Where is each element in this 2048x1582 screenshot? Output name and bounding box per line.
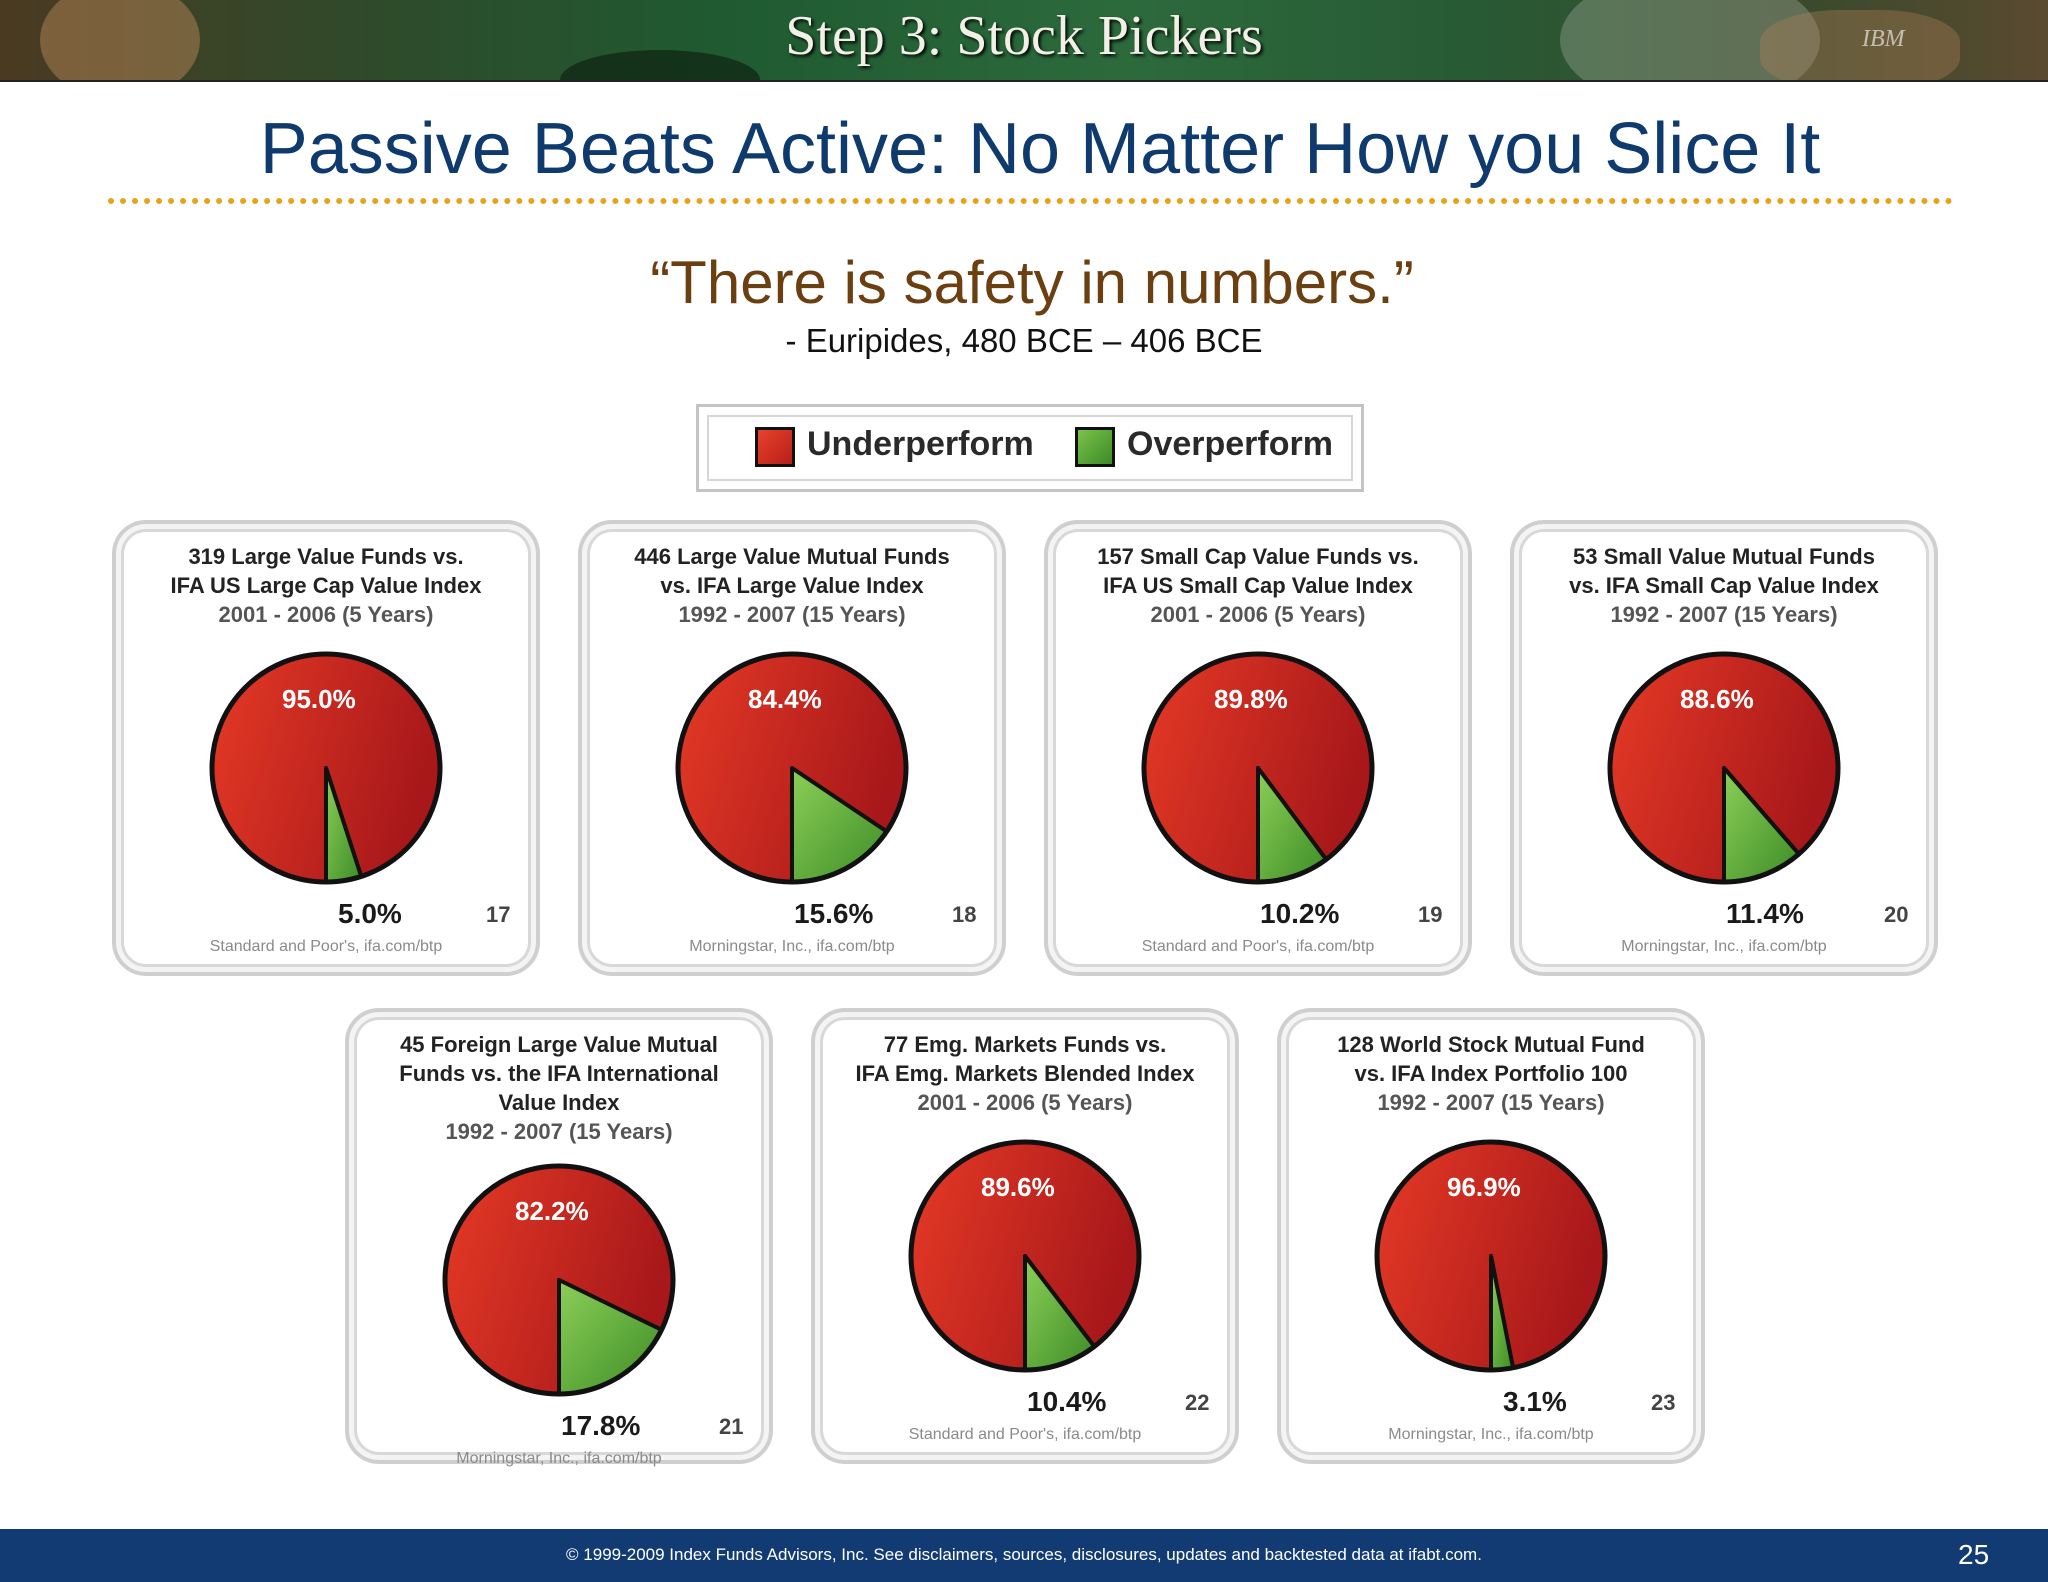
pie-chart-card: 446 Large Value Mutual Funds vs. IFA Larg… — [578, 520, 1006, 976]
pie-chart-card: 128 World Stock Mutual Fund vs. IFA Index… — [1277, 1008, 1705, 1464]
legend-swatch-underperform — [755, 427, 795, 467]
pie-label-overperform: 11.4% — [1726, 898, 1804, 929]
chart-title-line: IFA Emg. Markets Blended Index — [855, 1061, 1195, 1086]
chart-source: Morningstar, Inc., ifa.com/btp — [456, 1450, 662, 1467]
chart-title-line: IFA US Large Cap Value Index — [170, 573, 482, 598]
quote: “There is safety in numbers.” — [650, 249, 1414, 316]
footer-bar: © 1999-2009 Index Funds Advisors, Inc. S… — [0, 1529, 2048, 1582]
pie-label-underperform: 96.9% — [1447, 1172, 1521, 1202]
pie-chart — [908, 1139, 1142, 1373]
pie-chart — [1141, 651, 1375, 885]
pie-outline — [442, 1163, 676, 1397]
chart-title-line: 77 Emg. Markets Funds vs. — [883, 1032, 1167, 1057]
footer-copyright: © 1999-2009 Index Funds Advisors, Inc. S… — [566, 1545, 1482, 1564]
pie-chart-card: 45 Foreign Large Value Mutual Funds vs. t… — [345, 1008, 773, 1467]
pie-chart — [442, 1163, 676, 1397]
chart-number: 17 — [486, 902, 511, 927]
pie-label-overperform: 10.2% — [1260, 898, 1340, 929]
chart-number: 23 — [1651, 1390, 1676, 1415]
chart-source: Morningstar, Inc., ifa.com/btp — [1621, 938, 1827, 955]
chart-title: 157 Small Cap Value Funds vs. IFA US Smal… — [1058, 542, 1458, 629]
title-divider — [108, 198, 1953, 204]
chart-date-range: 1992 - 2007 (15 Years) — [445, 1119, 673, 1144]
pie-label-overperform: 5.0% — [338, 898, 402, 929]
banner-logo: IBM — [1862, 26, 1905, 52]
pie-chart — [675, 651, 909, 885]
chart-number: 21 — [719, 1414, 744, 1439]
chart-number: 20 — [1884, 902, 1909, 927]
pie-label-overperform: 15.6% — [794, 898, 874, 929]
pie-label-underperform: 84.4% — [748, 684, 822, 714]
chart-title: 446 Large Value Mutual Funds vs. IFA Larg… — [592, 542, 992, 629]
chart-source: Standard and Poor's, ifa.com/btp — [209, 938, 443, 955]
pie-outline — [675, 651, 909, 885]
pie-label-overperform: 17.8% — [561, 1410, 641, 1441]
pie-outline — [908, 1139, 1142, 1373]
chart-title: 45 Foreign Large Value Mutual Funds vs. t… — [359, 1030, 759, 1146]
legend-swatch-overperform — [1075, 427, 1115, 467]
chart-title: 53 Small Value Mutual Funds vs. IFA Small… — [1524, 542, 1924, 629]
chart-title-line: vs. IFA Small Cap Value Index — [1569, 573, 1879, 598]
pie-label-overperform: 10.4% — [1027, 1386, 1107, 1417]
chart-title-line: 319 Large Value Funds vs. — [188, 544, 464, 569]
pie-outline — [1607, 651, 1841, 885]
chart-title-line: 53 Small Value Mutual Funds — [1573, 544, 1875, 569]
header-banner: Step 3: Stock Pickers IBM — [0, 0, 2048, 82]
pie-label-underperform: 89.8% — [1214, 684, 1288, 714]
chart-source: Standard and Poor's, ifa.com/btp — [1141, 938, 1375, 955]
chart-number: 18 — [952, 902, 977, 927]
chart-title-line: IFA US Small Cap Value Index — [1103, 573, 1413, 598]
chart-source: Standard and Poor's, ifa.com/btp — [908, 1426, 1142, 1443]
pie-label-overperform: 3.1% — [1503, 1386, 1567, 1417]
chart-date-range: 2001 - 2006 (5 Years) — [1150, 602, 1366, 627]
chart-title: 77 Emg. Markets Funds vs. IFA Emg. Market… — [825, 1030, 1225, 1117]
chart-number: 19 — [1418, 902, 1443, 927]
chart-legend: Underperform Overperform — [696, 404, 1364, 492]
pie-chart — [209, 651, 443, 885]
chart-title-line: 128 World Stock Mutual Fund — [1337, 1032, 1645, 1057]
chart-title-line: vs. IFA Index Portfolio 100 — [1354, 1061, 1628, 1086]
pie-label-underperform: 82.2% — [515, 1196, 589, 1226]
pie-chart — [1607, 651, 1841, 885]
chart-date-range: 2001 - 2006 (5 Years) — [218, 602, 434, 627]
chart-date-range: 1992 - 2007 (15 Years) — [678, 602, 906, 627]
pie-chart-card: 157 Small Cap Value Funds vs. IFA US Smal… — [1044, 520, 1472, 976]
pie-chart-card: 53 Small Value Mutual Funds vs. IFA Small… — [1510, 520, 1938, 976]
chart-title-line: 446 Large Value Mutual Funds — [634, 544, 950, 569]
chart-date-range: 1992 - 2007 (15 Years) — [1610, 602, 1838, 627]
chart-source: Morningstar, Inc., ifa.com/btp — [689, 938, 895, 955]
chart-title-line: vs. IFA Large Value Index — [660, 573, 924, 598]
pie-label-underperform: 88.6% — [1680, 684, 1754, 714]
chart-date-range: 1992 - 2007 (15 Years) — [1377, 1090, 1605, 1115]
chart-number: 22 — [1185, 1390, 1210, 1415]
slide-title: Passive Beats Active: No Matter How you … — [259, 109, 1821, 189]
quote-attribution: - Euripides, 480 BCE – 406 BCE — [785, 322, 1263, 359]
pie-outline — [209, 651, 443, 885]
page-number: 25 — [1958, 1539, 1990, 1570]
chart-date-range: 2001 - 2006 (5 Years) — [917, 1090, 1133, 1115]
chart-source: Morningstar, Inc., ifa.com/btp — [1388, 1426, 1594, 1443]
chart-title: 128 World Stock Mutual Fund vs. IFA Index… — [1291, 1030, 1691, 1117]
pie-chart-card: 319 Large Value Funds vs. IFA US Large Ca… — [112, 520, 540, 976]
legend-label-underperform: Underperform — [807, 425, 1034, 463]
pie-label-underperform: 95.0% — [282, 684, 356, 714]
pie-outline — [1141, 651, 1375, 885]
chart-title-line: 157 Small Cap Value Funds vs. — [1097, 544, 1419, 569]
pie-chart-card: 77 Emg. Markets Funds vs. IFA Emg. Market… — [811, 1008, 1239, 1464]
legend-label-overperform: Overperform — [1127, 425, 1333, 463]
chart-title: 319 Large Value Funds vs. IFA US Large Ca… — [126, 542, 526, 629]
banner-title: Step 3: Stock Pickers — [785, 5, 1263, 67]
pie-chart — [1374, 1139, 1608, 1373]
chart-title-line: Funds vs. the IFA International — [399, 1061, 719, 1086]
chart-title-line: Value Index — [498, 1090, 620, 1115]
chart-title-line: 45 Foreign Large Value Mutual — [400, 1032, 718, 1057]
pie-label-underperform: 89.6% — [981, 1172, 1055, 1202]
pie-outline — [1374, 1139, 1608, 1373]
